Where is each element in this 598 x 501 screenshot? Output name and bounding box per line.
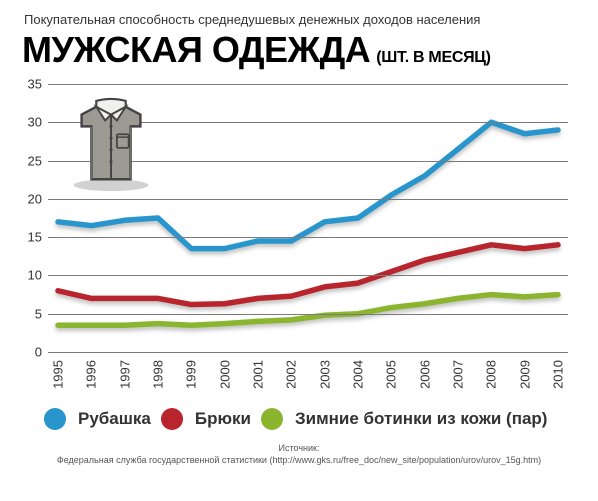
- source-text: Федеральная служба государственной стати…: [0, 454, 598, 466]
- legend-swatch-shirt: [44, 408, 66, 430]
- source-block: Источник: Федеральная служба государстве…: [0, 442, 598, 466]
- shirt-icon: [62, 94, 160, 194]
- y-axis-label: 20: [20, 191, 42, 206]
- legend-swatch-boots: [261, 408, 283, 430]
- x-axis-label: 2007: [451, 360, 466, 389]
- x-axis-label: 1997: [117, 360, 132, 389]
- x-axis-label: 2003: [317, 360, 332, 389]
- y-axis-label: 25: [20, 153, 42, 168]
- chart-subtitle: Покупательная способность среднедушевых …: [0, 0, 598, 27]
- x-axis-label: 1996: [84, 360, 99, 389]
- x-axis-label: 2001: [251, 360, 266, 389]
- chart-title-suffix: (ШТ. В МЕСЯЦ): [376, 49, 490, 67]
- x-axis-label: 2006: [417, 360, 432, 389]
- y-axis-label: 15: [20, 230, 42, 245]
- x-axis-label: 2008: [484, 360, 499, 389]
- source-label: Источник:: [0, 442, 598, 454]
- y-axis-label: 5: [20, 306, 42, 321]
- legend-label-boots: Зимние ботинки из кожи (пар): [295, 409, 548, 429]
- grid-line: [48, 352, 568, 353]
- y-axis-label: 30: [20, 115, 42, 130]
- grid-line: [48, 84, 568, 85]
- grid-line: [48, 275, 568, 276]
- x-axis-label: 2005: [384, 360, 399, 389]
- x-axis-label: 2002: [284, 360, 299, 389]
- x-axis-label: 2009: [517, 360, 532, 389]
- legend-label-pants: Брюки: [195, 409, 251, 429]
- x-axis-label: 2000: [217, 360, 232, 389]
- title-row: МУЖСКАЯ ОДЕЖДА (ШТ. В МЕСЯЦ): [0, 27, 598, 71]
- y-axis-label: 35: [20, 77, 42, 92]
- y-axis-label: 10: [20, 268, 42, 283]
- legend-swatch-pants: [161, 408, 183, 430]
- x-axis-label: 2010: [551, 360, 566, 389]
- grid-line: [48, 314, 568, 315]
- legend-label-shirt: Рубашка: [78, 409, 151, 429]
- grid-line: [48, 237, 568, 238]
- legend: Рубашка Брюки Зимние ботинки из кожи (па…: [44, 408, 547, 430]
- x-axis-label: 1995: [51, 360, 66, 389]
- x-axis-label: 2004: [351, 360, 366, 389]
- x-axis-label: 1999: [184, 360, 199, 389]
- y-axis-label: 0: [20, 345, 42, 360]
- x-axis-label: 1998: [151, 360, 166, 389]
- grid-line: [48, 199, 568, 200]
- chart-title: МУЖСКАЯ ОДЕЖДА: [22, 29, 370, 71]
